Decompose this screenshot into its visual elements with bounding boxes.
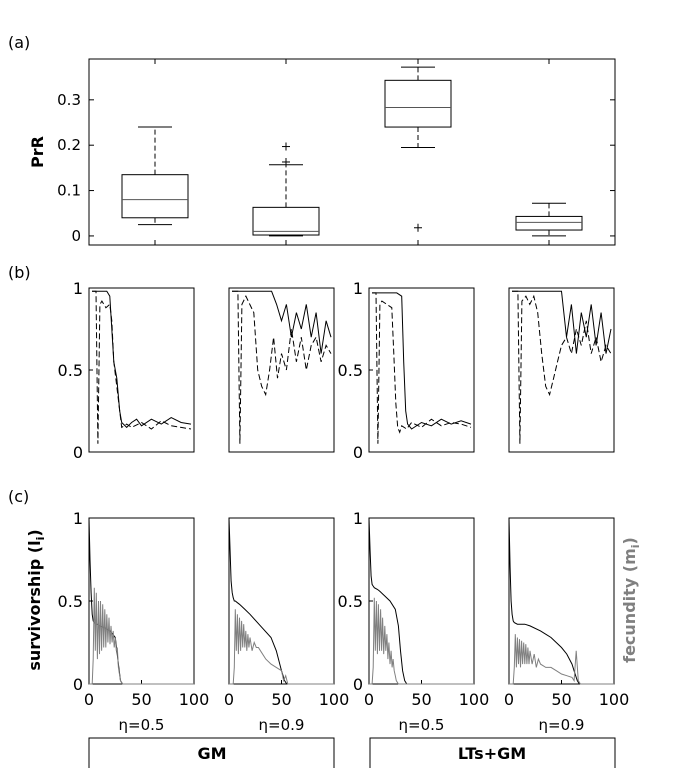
panel-a-ylabel: PrR [28,136,47,168]
panel-c-ytick-label: 0.5 [338,592,363,611]
panel-b-series-solid [232,290,332,354]
panel-c-xtick-label: 50 [271,690,291,709]
panel-c-subplot-axes [88,517,195,685]
panel-c-ylabel: survivorship (li) [25,529,47,670]
boxplot-4 [515,202,583,237]
panel-c-xtick-label: 0 [224,690,234,709]
panel-b-subplot-4 [508,287,615,453]
panel-c-subplot-4: 0 50 100 η=0.9 [504,517,630,734]
boxplot-1 [121,126,189,226]
boxplot-3 [384,66,452,232]
panel-b-ytick-label: 0.5 [58,361,83,380]
panel-c-subplots: 0 0.5 1 0 50 100 η=0.5 0 50 100 η=0.9 0 0.5 1 0 50 100 η=… [58,509,630,734]
panel-b-label: (b) [8,263,31,282]
panel-c-xtick-label: 0 [84,690,94,709]
panel-b-subplot-1: 00.51 [58,279,195,462]
panel-c-series-survivorship [88,517,194,685]
panel-c-ytick-label: 0.5 [58,592,83,611]
panel-a: (a) 0 0.1 0.2 0.3 PrR [8,33,616,246]
panel-c-series-survivorship [368,517,474,685]
panel-c-xtick-label: 100 [599,690,630,709]
panel-c-subplot-axes [368,517,475,685]
boxplot-outlier [414,223,422,232]
panel-b-series-solid [372,292,472,430]
panel-a-ytick-label: 0.2 [57,136,81,154]
panel-a-label: (a) [8,33,30,52]
panel-b-subplot-2 [228,287,335,453]
panel-b-series-dashed [372,292,472,444]
panel-c-xlabel: η=0.9 [259,716,305,734]
group-label-lts-gm: LTs+GM [458,744,526,763]
panel-c-xtick-label: 0 [504,690,514,709]
panel-c-label: (c) [8,487,29,506]
panel-c-series-fecundity [89,587,194,685]
panel-c-xtick-label: 50 [411,690,431,709]
panel-c-ytick-label: 1 [353,509,363,528]
panel-c-series-fecundity [369,597,474,685]
panel-b-series-solid [92,290,192,429]
group-box-gm [88,737,335,768]
panel-a-axes [88,58,616,246]
boxplot-box [515,215,583,231]
panel-b-series-dashed [92,290,192,444]
panel-a-ytick-label: 0 [71,227,81,245]
panel-b-ytick-label: 0 [73,443,83,462]
panel-c-ylabel-right: fecundity (mi) [620,537,642,663]
panel-a-boxes [121,66,583,237]
panel-b-series-solid [512,290,612,354]
panel-c-xtick-label: 50 [551,690,571,709]
panel-c-subplot-1: 0 0.5 1 0 50 100 η=0.5 [58,509,210,734]
panel-c-xlabel: η=0.5 [119,716,165,734]
panel-b-ytick-label: 0.5 [338,361,363,380]
panel-c-xlabel: η=0.5 [399,716,445,734]
boxplot-box [384,79,452,128]
panel-c: (c) 0 0.5 1 0 50 100 η=0.5 0 50 100 η=0.9 0 0.5 1 0 50 1… [8,487,642,734]
panel-c-xlabel: η=0.9 [539,716,585,734]
panel-a-ytick-label: 0.3 [57,91,81,109]
panel-b-subplot-3: 00.51 [338,279,475,462]
panel-b-ytick-label: 1 [73,279,83,298]
panel-c-ytick-label: 0 [73,675,83,694]
panel-b-subplot-axes [228,287,335,453]
panel-c-xtick-label: 100 [459,690,490,709]
panel-a-yticks: 0 0.1 0.2 0.3 [57,59,615,245]
panel-c-ytick-label: 0 [353,675,363,694]
panel-b-ytick-label: 0 [353,443,363,462]
group-label-gm: GM [197,744,226,763]
boxplot-outlier [282,142,290,151]
panel-b-series-dashed [232,290,332,444]
panel-b-subplot-axes [508,287,615,453]
panel-c-series-fecundity [509,634,614,685]
panel-c-xtick-label: 50 [131,690,151,709]
panel-c-series-survivorship [508,517,614,685]
boxplot-box [121,174,189,219]
panel-b-series-dashed [512,290,612,444]
panel-b-ytick-label: 1 [353,279,363,298]
panel-c-xtick-label: 0 [364,690,374,709]
panel-c-ytick-label: 1 [73,509,83,528]
panel-c-subplot-axes [228,517,335,685]
group-labels: GM LTs+GM [88,737,616,768]
panel-c-xtick-label: 100 [179,690,210,709]
boxplot-box [252,206,320,236]
panel-c-xtick-label: 100 [319,690,350,709]
panel-c-series-survivorship [228,517,334,685]
panel-c-subplot-3: 0 0.5 1 0 50 100 η=0.5 [338,509,490,734]
boxplot-2 [252,142,320,237]
boxplot-outlier [282,157,290,166]
panel-c-series-fecundity [229,609,334,685]
panel-b-subplot-axes [368,287,475,453]
panel-a-ytick-label: 0.1 [57,182,81,200]
group-box-lts-gm [369,737,616,768]
panel-b-subplot-axes [88,287,195,453]
panel-c-subplot-2: 0 50 100 η=0.9 [224,517,350,734]
